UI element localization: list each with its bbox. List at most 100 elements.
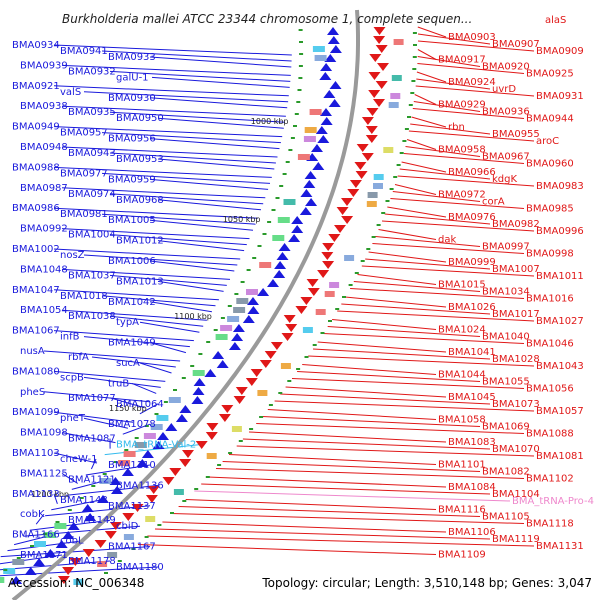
feature-box	[303, 136, 316, 142]
right-gene-label: BMA0966	[448, 167, 496, 178]
left-callout-line	[53, 85, 289, 97]
right-gene-label: BMA1041	[448, 347, 496, 358]
kbp-label: 1100 kbp	[174, 312, 212, 321]
left-gene-label: BMA1167	[108, 542, 156, 553]
left-callout-line	[83, 91, 289, 103]
forward-gene-arrow	[195, 441, 208, 449]
right-callout-line	[417, 40, 535, 52]
left-gene-label: BMA1038	[68, 311, 116, 322]
right-callout-line	[399, 168, 491, 180]
feature-box	[259, 262, 272, 268]
left-gene-label: galU-1	[116, 72, 149, 83]
left-callout-line	[131, 382, 157, 394]
left-gene-label: BMA1049	[108, 338, 156, 349]
forward-gene-arrow	[270, 342, 283, 350]
feature-box	[314, 55, 327, 61]
left-gene-label: BMA1087	[68, 434, 116, 445]
left-callout-line	[157, 240, 245, 252]
feature-box	[367, 192, 378, 198]
right-gene-label: BMA0998	[526, 249, 574, 260]
forward-gene-arrow	[336, 207, 349, 215]
feature-box	[150, 424, 163, 430]
left-callout-line	[53, 493, 58, 504]
feature-box	[34, 541, 46, 547]
reverse-gene-arrow	[257, 288, 270, 296]
right-callout-line	[345, 296, 447, 308]
feature-box	[231, 426, 242, 432]
reverse-gene-arrow	[304, 171, 317, 179]
left-gene-label: BMA0959	[108, 174, 156, 185]
right-callout-line	[381, 220, 535, 232]
right-gene-label: BMA0907	[492, 39, 540, 50]
left-gene-label: typA	[116, 317, 139, 328]
left-gene-label: pheS	[20, 387, 45, 398]
right-callout-line	[215, 468, 525, 479]
right-callout-line	[256, 423, 525, 434]
reverse-gene-arrow	[299, 207, 312, 215]
forward-gene-arrow	[147, 486, 160, 494]
left-gene-label: BMA0933	[108, 52, 156, 63]
left-gene-label: nosZ	[60, 250, 85, 261]
feature-box	[283, 199, 296, 205]
left-gene-label: BMA0934	[12, 40, 60, 51]
left-gene-label: BMA0974	[68, 189, 116, 200]
right-gene-label: BMA1028	[492, 354, 540, 365]
left-gene-label: BMA1137	[108, 501, 156, 512]
right-gene-label: BMA1119	[492, 534, 540, 545]
right-callout-line	[417, 56, 481, 67]
reverse-gene-arrow	[329, 45, 342, 53]
left-gene-label: BMA0950	[116, 113, 164, 124]
right-gene-label: BMA0925	[526, 69, 574, 80]
reverse-gene-arrow	[152, 441, 165, 449]
right-callout-line	[332, 319, 437, 330]
right-gene-label: BMA0983	[536, 181, 584, 192]
left-callout-line	[0, 546, 151, 558]
left-gene-label: BMA1006	[108, 256, 156, 267]
right-callout-line	[185, 499, 437, 510]
left-callout-line	[61, 432, 116, 444]
left-callout-line	[139, 321, 200, 333]
right-callout-line	[416, 71, 447, 83]
reverse-gene-arrow	[33, 558, 46, 566]
forward-gene-arrow	[373, 36, 386, 44]
feature-box	[390, 93, 401, 99]
kbp-scale-labels: 1000 kbp 1050 kbp 1100 kbp 1150 kbp 1200 kbp	[31, 117, 288, 499]
feature-box	[143, 433, 156, 439]
right-callout-line	[368, 251, 447, 263]
forward-gene-arrow	[285, 324, 298, 332]
right-gene-label: BMA1027	[536, 316, 584, 327]
reverse-gene-arrow	[247, 297, 259, 305]
left-gene-label: BMA1047	[12, 285, 60, 296]
reverse-gene-arrow	[328, 99, 341, 107]
right-callout-line	[312, 348, 491, 360]
left-gene-label: truB	[108, 378, 129, 389]
right-gene-label: BMA1044	[438, 370, 486, 381]
right-callout-line	[375, 236, 481, 247]
reverse-gene-arrow	[193, 378, 206, 386]
left-callout-line	[101, 50, 292, 62]
left-gene-label: BMA1171	[20, 550, 68, 561]
right-gene-label: kdgK	[492, 174, 517, 185]
left-gene-label: BMA0953	[116, 154, 164, 165]
forward-gene-arrow	[259, 360, 272, 368]
forward-gene-arrow	[306, 279, 319, 287]
left-gene-label: BMA1064	[116, 399, 164, 410]
left-gene-label: BMA1121	[68, 474, 116, 485]
right-callout-line	[228, 454, 437, 465]
right-callout-line	[414, 94, 437, 105]
reverse-gene-arrow	[315, 126, 328, 134]
right-callout-line	[162, 521, 447, 533]
forward-strand-callout-lines	[137, 26, 535, 555]
right-callout-line	[236, 445, 535, 457]
left-callout-line	[53, 44, 292, 56]
right-gene-label: BMA1105	[482, 512, 530, 523]
right-callout-line	[387, 206, 447, 218]
feature-box	[344, 255, 355, 261]
forward-gene-arrow	[233, 396, 246, 404]
forward-gene-arrow	[322, 243, 335, 251]
left-callout-line	[53, 411, 134, 423]
right-gene-label: BMA1045	[448, 392, 496, 403]
left-callout-line	[53, 207, 258, 219]
forward-gene-arrow	[221, 405, 234, 413]
